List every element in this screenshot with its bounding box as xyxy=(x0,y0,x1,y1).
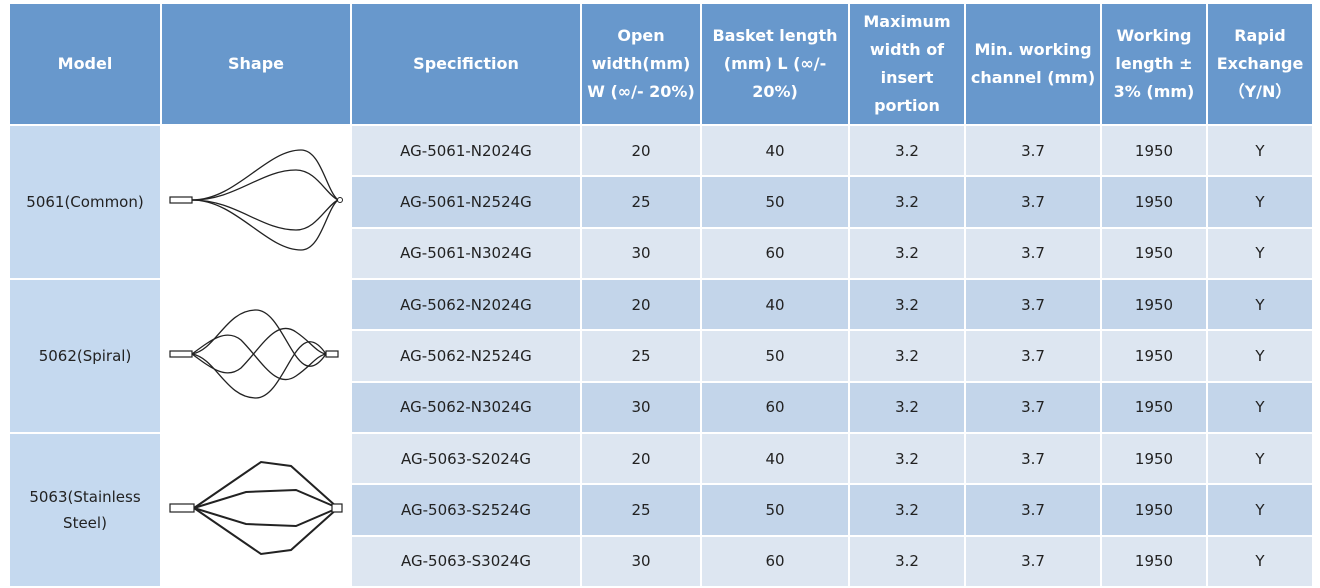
data-cell: Y xyxy=(1208,126,1312,176)
data-cell: AG-5061-N2524G xyxy=(352,177,580,227)
data-cell: AG-5063-S2024G xyxy=(352,434,580,484)
data-cell: AG-5062-N2024G xyxy=(352,280,580,330)
data-cell: Y xyxy=(1208,434,1312,484)
table-row: AG-5062-N3024G 30 60 3.2 3.7 1950 Y xyxy=(10,382,1312,432)
data-cell: Y xyxy=(1208,536,1312,586)
data-cell: 40 xyxy=(702,126,848,176)
data-cell: 50 xyxy=(702,485,848,535)
data-cell: 1950 xyxy=(1102,434,1206,484)
data-cell: 1950 xyxy=(1102,126,1206,176)
data-cell: Y xyxy=(1208,331,1312,381)
data-cell: 20 xyxy=(582,280,700,330)
data-cell: Y xyxy=(1208,280,1312,330)
data-cell: Y xyxy=(1208,177,1312,227)
table-row: AG-5063-S2524G 25 50 3.2 3.7 1950 Y xyxy=(10,485,1312,535)
data-cell: Y xyxy=(1208,485,1312,535)
data-cell: 1950 xyxy=(1102,177,1206,227)
data-cell: AG-5063-S3024G xyxy=(352,536,580,586)
model-cell: 5063(Stainless Steel) xyxy=(10,434,160,586)
data-cell: 3.2 xyxy=(850,177,964,227)
model-cell: 5061(Common) xyxy=(10,126,160,278)
data-cell: 1950 xyxy=(1102,331,1206,381)
data-cell: Y xyxy=(1208,228,1312,278)
header-row: Model Shape Specifiction Open width(mm) W (… xyxy=(10,4,1312,124)
data-cell: 25 xyxy=(582,177,700,227)
basket-spiral xyxy=(169,309,339,399)
data-cell: 20 xyxy=(582,434,700,484)
data-cell: 60 xyxy=(702,382,848,432)
data-cell: 3.7 xyxy=(966,485,1100,535)
basket-common xyxy=(169,149,343,251)
header-cell: Shape xyxy=(162,4,350,124)
data-cell: 30 xyxy=(582,382,700,432)
data-cell: 3.7 xyxy=(966,177,1100,227)
data-cell: 3.7 xyxy=(966,228,1100,278)
data-cell: 1950 xyxy=(1102,382,1206,432)
table-row: AG-5061-N2524G 25 50 3.2 3.7 1950 Y xyxy=(10,177,1312,227)
data-cell: 40 xyxy=(702,280,848,330)
data-cell: AG-5062-N3024G xyxy=(352,382,580,432)
data-cell: 25 xyxy=(582,485,700,535)
data-cell: 3.2 xyxy=(850,126,964,176)
header-cell: Rapid Exchange （Y/N） xyxy=(1208,4,1312,124)
data-cell: 1950 xyxy=(1102,536,1206,586)
data-cell: 3.7 xyxy=(966,280,1100,330)
header-cell: Working length ± 3% (mm) xyxy=(1102,4,1206,124)
data-cell: 3.2 xyxy=(850,485,964,535)
data-cell: 1950 xyxy=(1102,485,1206,535)
header-cell: Open width(mm) W (∞/- 20%) xyxy=(582,4,700,124)
table-row: 5061(Common) AG-5061-N2024G 20 40 3.2 3.7 195… xyxy=(10,126,1312,278)
data-cell: 60 xyxy=(702,228,848,278)
data-cell: 3.2 xyxy=(850,434,964,484)
header-cell: Basket length (mm) L (∞/- 20%) xyxy=(702,4,848,124)
table-row: AG-5061-N3024G 30 60 3.2 3.7 1950 Y xyxy=(10,228,1312,278)
data-cell: 25 xyxy=(582,331,700,381)
data-cell: 3.2 xyxy=(850,331,964,381)
table-row: AG-5062-N2524G 25 50 3.2 3.7 1950 Y xyxy=(10,331,1312,381)
data-cell: AG-5061-N2024G xyxy=(352,126,580,176)
shape-cell xyxy=(162,280,350,432)
data-cell: 1950 xyxy=(1102,280,1206,330)
table-body: 5061(Common) AG-5061-N2024G 20 40 3.2 3.7 195… xyxy=(10,126,1312,586)
data-cell: 3.7 xyxy=(966,382,1100,432)
data-cell: 50 xyxy=(702,177,848,227)
data-cell: AG-5062-N2524G xyxy=(352,331,580,381)
data-cell: 60 xyxy=(702,536,848,586)
data-cell: AG-5063-S2524G xyxy=(352,485,580,535)
data-cell: 3.7 xyxy=(966,126,1100,176)
header-cell: Model xyxy=(10,4,160,124)
data-cell: AG-5061-N3024G xyxy=(352,228,580,278)
header-cell: Maximum width of insert portion xyxy=(850,4,964,124)
data-cell: 3.7 xyxy=(966,434,1100,484)
header-cell: Min. working channel (mm) xyxy=(966,4,1100,124)
data-cell: 40 xyxy=(702,434,848,484)
table-row: AG-5063-S3024G 30 60 3.2 3.7 1950 Y xyxy=(10,536,1312,586)
header-cell: Specifiction xyxy=(352,4,580,124)
model-cell: 5062(Spiral) xyxy=(10,280,160,432)
data-cell: 30 xyxy=(582,228,700,278)
basket-stainless xyxy=(169,460,343,556)
data-cell: 3.7 xyxy=(966,331,1100,381)
data-cell: 1950 xyxy=(1102,228,1206,278)
data-cell: 20 xyxy=(582,126,700,176)
data-cell: 3.2 xyxy=(850,536,964,586)
shape-cell xyxy=(162,126,350,278)
data-cell: Y xyxy=(1208,382,1312,432)
data-cell: 30 xyxy=(582,536,700,586)
spec-table-wrap: Model Shape Specifiction Open width(mm) W (… xyxy=(8,2,1314,588)
data-cell: 3.2 xyxy=(850,382,964,432)
spec-table: Model Shape Specifiction Open width(mm) W (… xyxy=(8,2,1314,588)
table-row: 5062(Spiral) AG-5062-N2024G 20 40 3.2 3.7 195… xyxy=(10,280,1312,432)
data-cell: 3.2 xyxy=(850,228,964,278)
table-row: 5063(Stainless Steel) AG-5063-S2024G 20 40… xyxy=(10,434,1312,586)
data-cell: 50 xyxy=(702,331,848,381)
data-cell: 3.7 xyxy=(966,536,1100,586)
shape-cell xyxy=(162,434,350,586)
data-cell: 3.2 xyxy=(850,280,964,330)
